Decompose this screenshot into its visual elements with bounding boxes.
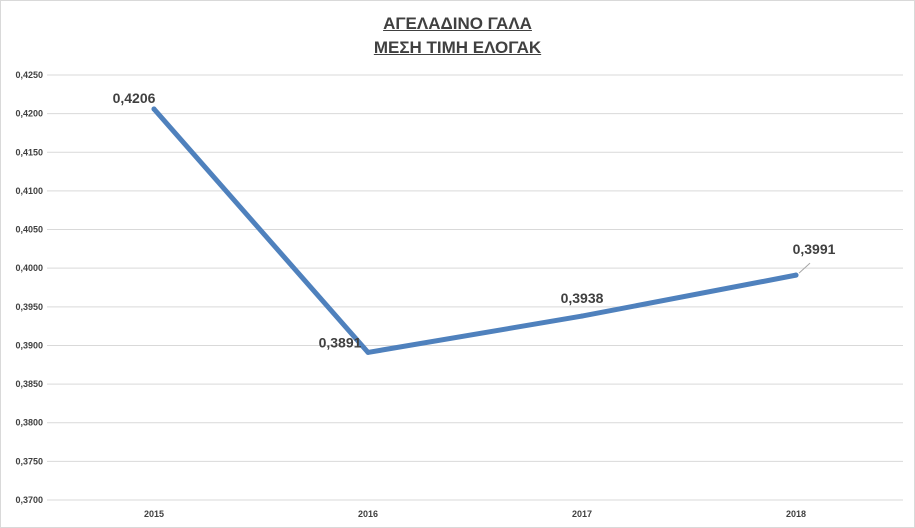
y-axis-ticks: 0,3700 0,3750 0,3800 0,3850 0,3900 0,3950 0,40… [15,70,43,505]
x-tick-label: 2015 [144,509,164,519]
y-tick-label: 0,3850 [15,379,43,389]
x-axis-ticks: 2015 2016 2017 2018 [144,509,806,519]
x-tick-label: 2016 [358,509,378,519]
y-tick-label: 0,4200 [15,109,43,119]
data-label: 0,3938 [561,290,604,306]
data-label: 0,4206 [113,90,156,106]
data-point [365,349,371,355]
grid-lines [47,74,903,501]
x-tick-label: 2018 [786,509,806,519]
data-label: 0,3891 [319,334,362,350]
leader-line [798,262,811,274]
y-tick-label: 0,4150 [15,147,43,157]
y-tick-label: 0,3950 [15,302,43,312]
chart-subtitle: ΜΕΣΗ ΤΙΜΗ ΕΛΟΓΑΚ [373,38,542,57]
y-tick-label: 0,3700 [15,495,43,505]
y-tick-label: 0,3750 [15,456,43,466]
y-tick-label: 0,3900 [15,340,43,350]
y-tick-label: 0,4050 [15,225,43,235]
series-line [151,106,799,355]
series-line-group [151,106,799,355]
data-labels: 0,4206 0,3891 0,3938 0,3991 [113,90,836,350]
data-point [151,106,157,112]
y-tick-label: 0,4100 [15,186,43,196]
x-tick-label: 2017 [572,509,592,519]
y-tick-label: 0,4000 [15,263,43,273]
chart-title: ΑΓΕΛΑΔΙΝΟ ΓΑΛΑ [383,14,532,33]
y-tick-label: 0,3800 [15,418,43,428]
chart-title-block: ΑΓΕΛΑΔΙΝΟ ΓΑΛΑ ΜΕΣΗ ΤΙΜΗ ΕΛΟΓΑΚ [0,12,915,60]
data-label: 0,3991 [793,241,836,257]
data-point [579,313,585,319]
data-point [793,272,799,278]
y-tick-label: 0,4250 [15,70,43,80]
